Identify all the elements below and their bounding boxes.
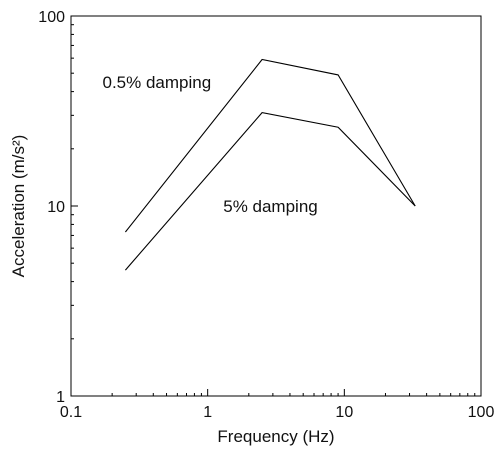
x-tick-label: 100 — [468, 404, 495, 421]
series-layer — [124, 58, 416, 271]
series-line-2 — [124, 112, 416, 271]
y-tick-label: 100 — [38, 9, 65, 26]
x-tick-label: 10 — [335, 404, 353, 421]
major-ticks — [70, 15, 482, 397]
series-line-1 — [124, 58, 416, 233]
x-axis-title: Frequency (Hz) — [217, 427, 334, 446]
minor-ticks — [71, 24, 476, 396]
annotation-layer: 0.5% damping 5% damping — [102, 73, 317, 216]
series-annotation-2: 5% damping — [223, 197, 318, 216]
y-tick-label: 1 — [56, 389, 65, 406]
x-tick-label: 1 — [203, 404, 212, 421]
series-annotation-1: 0.5% damping — [102, 73, 211, 92]
y-axis-title: Acceleration (m/s²) — [9, 135, 28, 278]
y-tick-label: 10 — [47, 199, 65, 216]
x-tick-label: 0.1 — [60, 404, 82, 421]
